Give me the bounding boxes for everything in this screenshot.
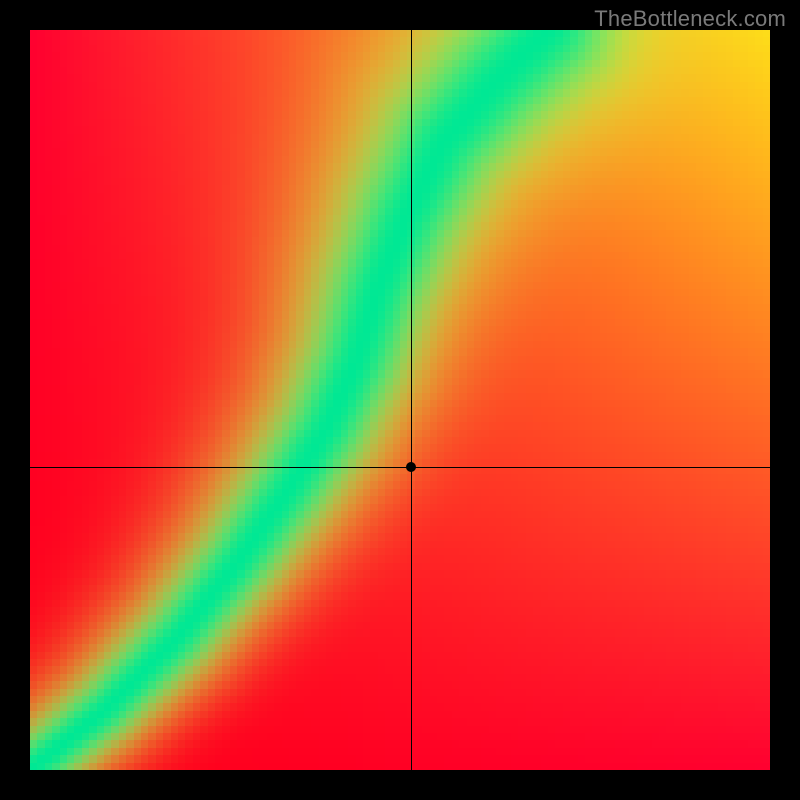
heatmap-canvas — [30, 30, 770, 770]
heatmap-plot — [30, 30, 770, 770]
chart-wrapper: TheBottleneck.com — [0, 0, 800, 800]
watermark-label: TheBottleneck.com — [594, 6, 786, 32]
